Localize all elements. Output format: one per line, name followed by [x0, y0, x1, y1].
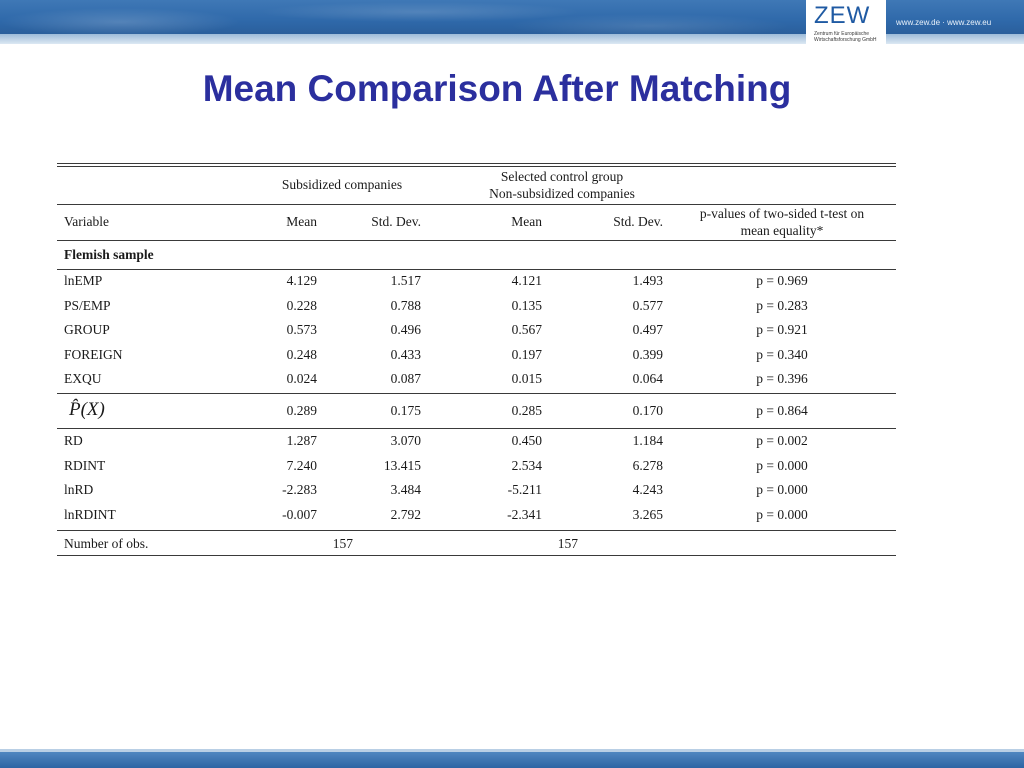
- rule-after-col-head: [57, 240, 896, 241]
- col-sd-control: Std. Dev.: [613, 214, 663, 229]
- row-sd-control: 6.278: [632, 457, 663, 473]
- row-sd-control: 0.497: [632, 322, 663, 337]
- row-pvalue: p = 0.283: [756, 297, 808, 313]
- table-top-rule: [57, 163, 896, 164]
- row-pvalue: p = 0.921: [756, 322, 808, 337]
- table-bottom-rule: [57, 555, 896, 556]
- row-variable: lnEMP: [64, 273, 103, 288]
- row-mean-subsidized: 0.228: [286, 297, 317, 313]
- row-variable: RD: [64, 433, 83, 448]
- row-mean-control: 0.015: [511, 371, 542, 386]
- row-sd-subsidized: 2.792: [390, 506, 421, 522]
- pscore-pvalue: p = 0.864: [756, 403, 808, 418]
- obs-label: Number of obs.: [64, 536, 149, 551]
- row-mean-subsidized: 0.248: [286, 346, 317, 362]
- row-mean-subsidized: 4.129: [286, 273, 317, 288]
- row-mean-control: -2.341: [507, 506, 542, 522]
- rule-after-pscore: [57, 428, 896, 429]
- row-mean-control: 0.197: [511, 346, 542, 362]
- logo-wordmark: ZEW: [814, 2, 871, 29]
- row-mean-control: 0.135: [511, 297, 542, 313]
- zew-logo: ZEW Zentrum für Europäische Wirtschaftsf…: [806, 0, 886, 48]
- col-mean-subsidized: Mean: [286, 214, 317, 229]
- top-banner-rule: [0, 34, 1024, 44]
- row-mean-control: 2.534: [511, 457, 542, 473]
- row-sd-control: 0.399: [632, 346, 663, 362]
- row-variable: GROUP: [64, 322, 110, 337]
- pscore-variable: P̂(X): [69, 399, 105, 420]
- row-sd-subsidized: 3.070: [390, 433, 421, 448]
- group-head-control-1: Selected control group: [500, 169, 624, 184]
- col-variable: Variable: [64, 214, 109, 229]
- col-mean-control: Mean: [511, 214, 542, 229]
- col-sd-subsidized: Std. Dev.: [371, 214, 421, 229]
- group-head-subsidized: Subsidized companies: [281, 177, 403, 192]
- row-mean-control: 0.567: [511, 322, 542, 337]
- row-pvalue: p = 0.000: [756, 506, 808, 522]
- section-label: Flemish sample: [64, 247, 154, 262]
- row-sd-subsidized: 0.496: [390, 322, 421, 337]
- col-pvalue-line1: p-values of two-sided t-test on: [699, 206, 865, 221]
- rule-before-pscore: [57, 393, 896, 394]
- row-variable: PS/EMP: [64, 297, 111, 313]
- pscore-mean-subsidized: 0.289: [286, 403, 317, 418]
- row-pvalue: p = 0.340: [756, 346, 808, 362]
- col-pvalue-line2: mean equality*: [740, 223, 824, 238]
- row-sd-subsidized: 0.433: [390, 346, 421, 362]
- row-sd-subsidized: 13.415: [383, 457, 421, 473]
- bottom-banner: [0, 749, 1024, 768]
- row-sd-control: 0.064: [632, 371, 663, 386]
- slide-title: Mean Comparison After Matching: [202, 68, 792, 109]
- row-mean-subsidized: 1.287: [286, 433, 317, 448]
- row-pvalue: p = 0.969: [756, 273, 808, 288]
- row-variable: EXQU: [64, 371, 102, 386]
- logo-subtitle: Zentrum für Europäische Wirtschaftsforsc…: [814, 31, 877, 43]
- pscore-mean-control: 0.285: [511, 403, 542, 418]
- row-pvalue: p = 0.002: [756, 433, 808, 448]
- row-sd-control: 0.577: [632, 297, 663, 313]
- obs-subsidized: 157: [332, 536, 353, 551]
- pscore-sd-subsidized: 0.175: [390, 403, 421, 418]
- row-pvalue: p = 0.396: [756, 371, 808, 386]
- row-variable: lnRD: [64, 482, 94, 497]
- pscore-sd-control: 0.170: [632, 403, 663, 418]
- row-pvalue: p = 0.000: [756, 457, 808, 473]
- group-head-control-2: Non-subsidized companies: [489, 186, 635, 201]
- row-sd-subsidized: 0.788: [390, 297, 421, 313]
- row-mean-subsidized: 7.240: [286, 457, 317, 473]
- row-pvalue: p = 0.000: [756, 482, 808, 497]
- obs-control: 157: [557, 536, 578, 551]
- row-variable: RDINT: [64, 457, 106, 473]
- row-mean-control: 4.121: [511, 273, 542, 288]
- row-variable: lnRDINT: [64, 506, 116, 522]
- rule-after-section: [57, 269, 896, 270]
- row-mean-subsidized: -2.283: [282, 482, 317, 497]
- table-top-rule-2: [57, 166, 896, 167]
- row-sd-control: 1.184: [632, 433, 663, 448]
- row-mean-subsidized: -0.007: [282, 506, 317, 522]
- row-mean-subsidized: 0.573: [286, 322, 317, 337]
- row-sd-subsidized: 3.484: [390, 482, 421, 497]
- row-sd-control: 3.265: [632, 506, 663, 522]
- row-sd-subsidized: 1.517: [390, 273, 421, 288]
- row-mean-control: 0.450: [511, 433, 542, 448]
- row-sd-control: 4.243: [632, 482, 663, 497]
- row-sd-subsidized: 0.087: [390, 371, 421, 386]
- rule-before-obs: [57, 530, 896, 531]
- row-mean-control: -5.211: [507, 482, 542, 497]
- row-sd-control: 1.493: [632, 273, 663, 288]
- row-mean-subsidized: 0.024: [286, 371, 317, 386]
- row-variable: FOREIGN: [64, 346, 123, 362]
- website-link: www.zew.de · www.zew.eu: [896, 18, 992, 27]
- rule-after-group-head: [57, 204, 896, 205]
